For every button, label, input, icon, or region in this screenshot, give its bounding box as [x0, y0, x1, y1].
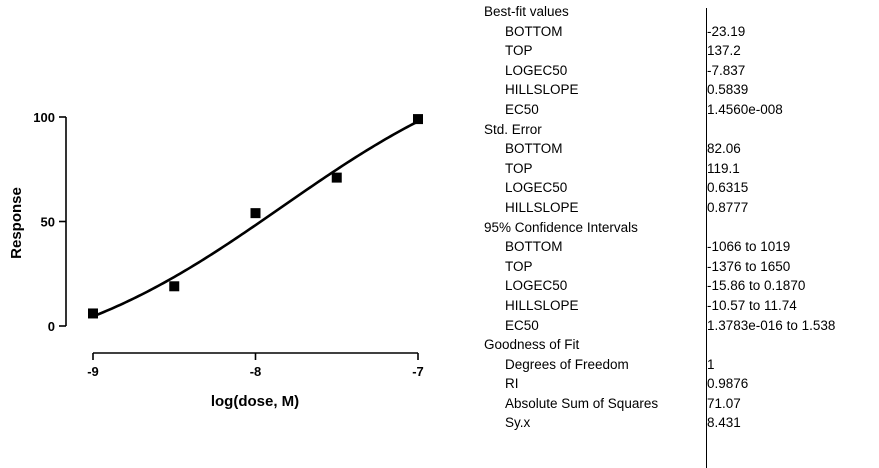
- result-row: EC50 1.4560e-008: [484, 100, 879, 120]
- y-axis-label: Response: [8, 187, 25, 259]
- parameter-label: BOTTOM: [505, 141, 563, 157]
- section-header: Std. Error: [484, 120, 879, 140]
- result-row: HILLSLOPE 0.8777: [484, 198, 879, 218]
- result-row: EC50 1.3783e-016 to 1.538: [484, 316, 879, 336]
- result-row: TOP -1376 to 1650: [484, 257, 879, 277]
- result-row: HILLSLOPE 0.5839: [484, 80, 879, 100]
- section-title: Goodness of Fit: [484, 337, 580, 353]
- parameter-value: -15.86 to 0.1870: [707, 278, 806, 294]
- parameter-value: 8.431: [707, 415, 741, 431]
- x-tick-label: -7: [412, 364, 424, 379]
- result-row: Absolute Sum of Squares 71.07: [484, 394, 879, 414]
- result-row: LOGEC50 -7.837: [484, 61, 879, 81]
- result-row: Degrees of Freedom 1: [484, 355, 879, 375]
- section-header: Best-fit values: [484, 2, 879, 22]
- parameter-label: HILLSLOPE: [505, 297, 579, 313]
- section-header: Goodness of Fit: [484, 335, 879, 355]
- parameter-label: BOTTOM: [505, 23, 563, 39]
- parameter-label: EC50: [505, 317, 539, 333]
- result-row: LOGEC50 -15.86 to 0.1870: [484, 276, 879, 296]
- parameter-label: TOP: [505, 43, 533, 59]
- parameter-label: HILLSLOPE: [505, 82, 579, 98]
- x-axis-label: log(dose, M): [211, 393, 299, 410]
- parameter-value: -7.837: [707, 62, 746, 78]
- parameter-label: HILLSLOPE: [505, 199, 579, 215]
- result-row: BOTTOM 82.06: [484, 139, 879, 159]
- column-divider: [706, 8, 707, 468]
- parameter-value: 0.6315: [707, 180, 749, 196]
- parameter-value: 71.07: [707, 395, 741, 411]
- result-row: TOP 137.2: [484, 41, 879, 61]
- x-tick-label: -8: [250, 364, 262, 379]
- result-row: BOTTOM -1066 to 1019: [484, 237, 879, 257]
- dose-response-chart: -9 -8 -7 0 50 100 log(dose, M) Response: [8, 110, 424, 410]
- x-tick-label: -9: [87, 364, 99, 379]
- data-point: [331, 172, 342, 183]
- parameter-value: -10.57 to 11.74: [707, 297, 797, 313]
- data-points-layer: [88, 114, 423, 319]
- y-tick-label: 0: [48, 319, 55, 334]
- result-row: TOP 119.1: [484, 159, 879, 179]
- parameter-value: -1066 to 1019: [707, 239, 791, 255]
- parameter-value: 1.4560e-008: [707, 101, 783, 117]
- y-tick-label: 100: [33, 110, 55, 125]
- result-row: LOGEC50 0.6315: [484, 178, 879, 198]
- parameter-label: LOGEC50: [505, 62, 568, 78]
- parameter-value: 82.06: [707, 141, 741, 157]
- section-title: Best-fit values: [484, 4, 569, 19]
- parameter-label: LOGEC50: [505, 180, 568, 196]
- result-row: BOTTOM -23.19: [484, 22, 879, 42]
- result-row: RI 0.9876: [484, 374, 879, 394]
- parameter-value: 0.5839: [707, 82, 749, 98]
- section-title: 95% Confidence Intervals: [484, 219, 638, 235]
- data-point: [169, 281, 180, 292]
- x-axis: -9 -8 -7: [87, 352, 424, 379]
- parameter-value: 0.9876: [707, 376, 749, 392]
- parameter-label: TOP: [505, 160, 533, 176]
- section-header: 95% Confidence Intervals: [484, 218, 879, 238]
- parameter-value: -1376 to 1650: [707, 258, 791, 274]
- parameter-label: RI: [505, 376, 519, 392]
- fit-curve-layer: [92, 120, 419, 318]
- parameter-label: EC50: [505, 101, 539, 117]
- parameter-value: 1: [707, 356, 715, 372]
- parameter-label: Absolute Sum of Squares: [505, 395, 659, 411]
- parameter-value: 137.2: [707, 43, 741, 59]
- section-title: Std. Error: [484, 121, 542, 137]
- results-table: Best-fit values BOTTOM -23.19 TOP 137.2 LOGEC…: [484, 2, 879, 433]
- parameter-value: 1.3783e-016 to 1.538: [707, 317, 836, 333]
- data-point: [88, 308, 98, 319]
- parameter-label: LOGEC50: [505, 278, 568, 294]
- data-point: [413, 114, 423, 125]
- parameter-label: Sy.x: [505, 415, 531, 431]
- parameter-label: BOTTOM: [505, 239, 563, 255]
- fit-curve: [92, 120, 419, 318]
- parameter-label: Degrees of Freedom: [505, 356, 629, 372]
- data-point: [250, 208, 261, 219]
- parameter-value: -23.19: [707, 23, 746, 39]
- result-row: Sy.x 8.431: [484, 413, 879, 433]
- y-tick-label: 50: [41, 215, 55, 230]
- parameter-value: 119.1: [707, 160, 740, 176]
- parameter-value: 0.8777: [707, 199, 749, 215]
- result-row: HILLSLOPE -10.57 to 11.74: [484, 296, 879, 316]
- y-axis: 0 50 100: [33, 110, 67, 334]
- parameter-label: TOP: [505, 258, 533, 274]
